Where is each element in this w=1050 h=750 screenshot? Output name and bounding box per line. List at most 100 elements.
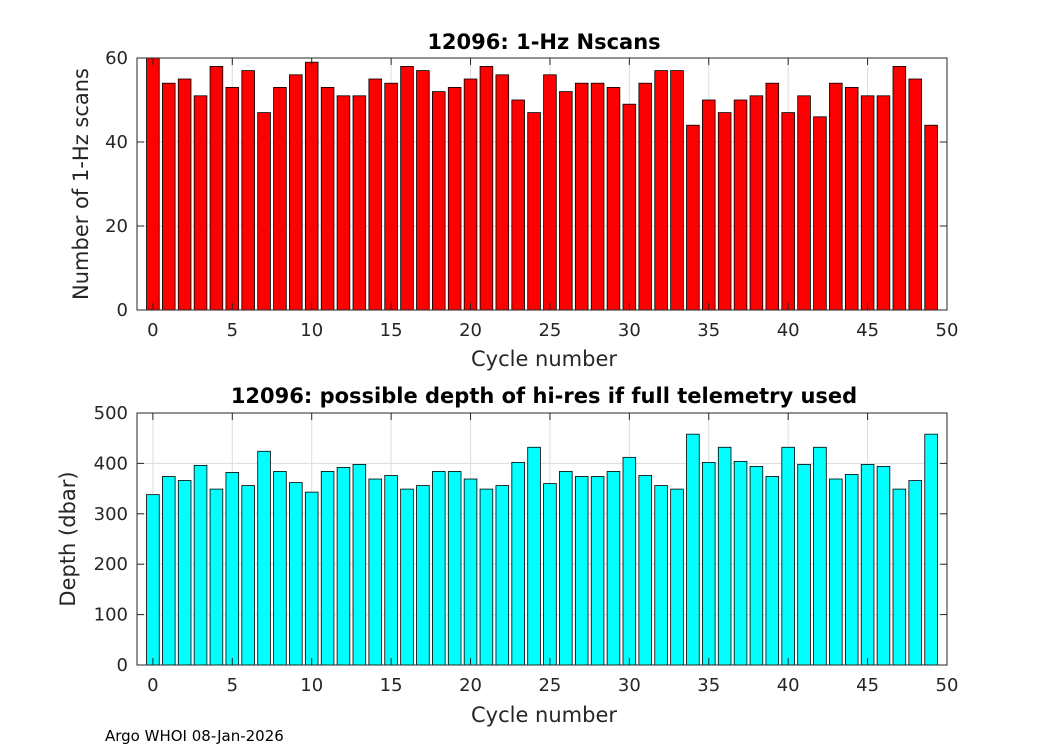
nscans-bar — [749, 95, 764, 311]
depth-bar — [336, 467, 351, 666]
nscans-bar — [908, 78, 922, 311]
depth-bar — [924, 433, 938, 666]
depth-bar — [146, 494, 160, 666]
nscans-bar — [352, 95, 367, 311]
nscans-bar — [717, 112, 732, 311]
nscans-bar — [702, 99, 716, 311]
depth-bar — [638, 475, 652, 666]
depth-bar — [241, 485, 255, 666]
nscans-x-tick-label: 35 — [697, 320, 720, 341]
nscans-bar — [606, 87, 621, 311]
nscans-bar — [400, 66, 414, 311]
nscans-x-tick-label: 0 — [147, 320, 158, 341]
depth-bar — [733, 460, 748, 666]
nscans-bar — [495, 74, 510, 311]
footer-credit: Argo WHOI 08-Jan-2026 — [105, 727, 284, 745]
nscans-bar — [638, 82, 652, 311]
nscans-bar — [844, 87, 859, 311]
nscans-bar — [686, 124, 700, 311]
nscans-bar — [177, 78, 192, 311]
nscans-x-tick-label: 30 — [618, 320, 641, 341]
depth-bar — [559, 471, 573, 666]
depth-y-tick-label: 500 — [94, 403, 128, 424]
nscans-bar — [892, 66, 907, 311]
depth-bar — [495, 485, 510, 666]
depth-bar — [273, 471, 287, 666]
depth-bars — [146, 433, 938, 666]
depth-bar — [876, 466, 891, 666]
depth-plot-frame — [136, 412, 948, 666]
depth-bar — [384, 475, 398, 666]
nscans-bar — [479, 66, 494, 311]
depth-bar — [368, 478, 382, 666]
nscans-x-tick-label: 25 — [538, 320, 561, 341]
nscans-bar — [304, 61, 319, 311]
nscans-bar — [241, 70, 255, 311]
nscans-bar — [622, 103, 637, 311]
depth-bar — [289, 482, 303, 666]
nscans-bar — [876, 95, 891, 311]
depth-bar — [320, 471, 335, 666]
depth-bar — [527, 446, 541, 666]
depth-x-tick-label: 50 — [936, 675, 959, 696]
nscans-bar — [924, 124, 938, 311]
depth-bar — [352, 464, 367, 666]
depth-bar — [717, 446, 732, 666]
nscans-x-tick-label: 40 — [777, 320, 800, 341]
depth-x-tick-label: 30 — [618, 675, 641, 696]
depth-x-tick-label: 35 — [697, 675, 720, 696]
nscans-bar — [543, 74, 557, 311]
nscans-x-axis-label: Cycle number — [471, 347, 617, 371]
depth-bar — [749, 466, 764, 666]
depth-bar — [702, 461, 716, 666]
depth-bar — [908, 480, 922, 666]
depth-x-tick-label: 45 — [856, 675, 879, 696]
nscans-bar — [336, 95, 351, 311]
depth-x-tick-label: 5 — [227, 675, 238, 696]
nscans-y-tick-label: 60 — [105, 48, 128, 69]
nscans-x-tick-label: 45 — [856, 320, 879, 341]
nscans-chart: 12096: 1-Hz Nscans Cycle number Number o… — [69, 30, 958, 371]
depth-bar — [765, 476, 780, 666]
depth-bar — [860, 464, 875, 666]
depth-bar — [447, 471, 462, 666]
depth-bar — [511, 461, 525, 666]
nscans-bar — [368, 78, 382, 311]
depth-bar — [622, 456, 637, 666]
depth-x-tick-label: 40 — [777, 675, 800, 696]
depth-bar — [606, 471, 621, 666]
depth-bar — [225, 472, 240, 666]
depth-bar — [781, 446, 795, 666]
nscans-bar — [273, 87, 287, 311]
depth-x-tick-label: 20 — [459, 675, 482, 696]
depth-bar — [416, 485, 430, 666]
depth-bar — [813, 446, 827, 666]
depth-y-tick-label: 300 — [94, 504, 128, 525]
depth-bar — [590, 476, 605, 666]
nscans-bar — [209, 66, 224, 311]
nscans-bar — [146, 57, 160, 311]
nscans-bar — [463, 78, 478, 311]
depth-bar — [432, 471, 446, 666]
nscans-bar — [670, 70, 684, 311]
depth-bar — [844, 474, 859, 666]
depth-x-tick-label: 25 — [538, 675, 561, 696]
depth-bar — [479, 488, 494, 666]
depth-x-tick-label: 15 — [380, 675, 403, 696]
nscans-x-tick-label: 10 — [300, 320, 323, 341]
nscans-x-tick-label: 5 — [227, 320, 238, 341]
depth-x-tick-label: 10 — [300, 675, 323, 696]
nscans-bar — [384, 82, 398, 311]
nscans-y-tick-label: 20 — [105, 216, 128, 237]
nscans-bar — [225, 87, 240, 311]
nscans-y-tick-label: 0 — [117, 300, 128, 321]
depth-bar — [829, 478, 843, 666]
nscans-bar — [654, 70, 668, 311]
nscans-x-tick-label: 50 — [936, 320, 959, 341]
nscans-bar — [781, 112, 795, 311]
depth-x-tick-label: 0 — [147, 675, 158, 696]
depth-bar — [177, 480, 192, 666]
depth-bar — [193, 465, 208, 666]
nscans-bar — [289, 74, 303, 311]
